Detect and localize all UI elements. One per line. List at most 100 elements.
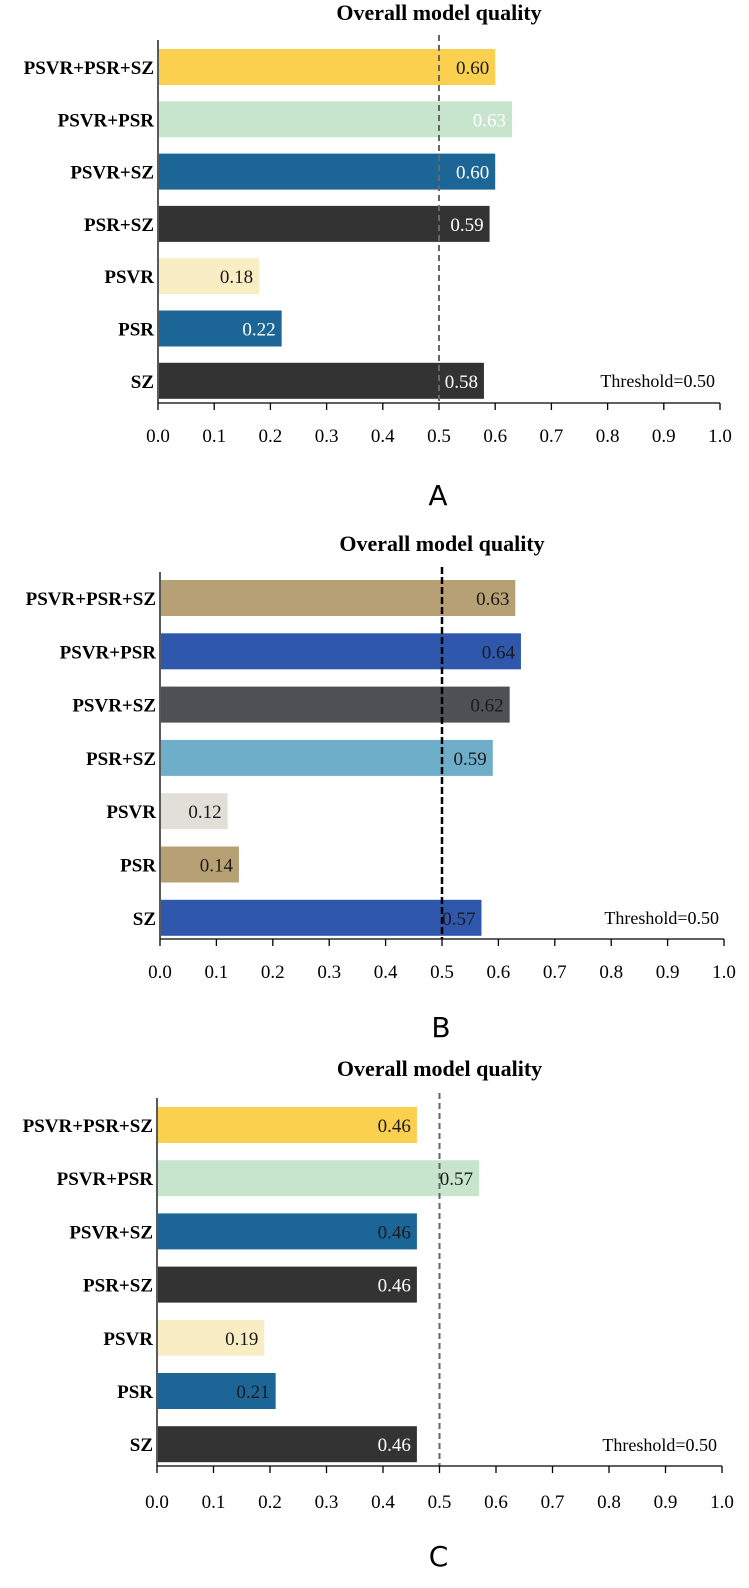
x-tick-label: 0.4 <box>371 426 395 447</box>
value-label: 0.14 <box>200 856 234 877</box>
value-label: 0.58 <box>445 372 478 393</box>
category-label: PSR <box>120 856 156 877</box>
x-tick-label: 0.3 <box>315 1492 339 1513</box>
value-label: 0.64 <box>482 642 516 663</box>
x-tick-label: 0.9 <box>654 1492 678 1513</box>
chart-panel-c: Overall model quality PSVR+PSR+SZ 0.46 PSVR… <box>23 1056 734 1573</box>
bar-psvr-psr-sz <box>159 49 496 85</box>
value-label: 0.57 <box>442 909 475 930</box>
x-tick-label: 0.7 <box>541 1492 565 1513</box>
bar-psvr-psr-sz <box>161 580 516 616</box>
x-tick-label: 0.9 <box>656 962 680 983</box>
x-tick-label: 0.0 <box>145 1492 169 1513</box>
bar-psr <box>158 1373 276 1409</box>
x-tick-label: 0.4 <box>374 962 398 983</box>
x-tick-label: 0.8 <box>599 962 623 983</box>
category-label: PSVR+PSR <box>58 110 155 131</box>
value-label: 0.57 <box>440 1169 473 1190</box>
bar-psr <box>161 846 239 883</box>
category-label: PSR <box>117 1382 153 1403</box>
threshold-label: Threshold=0.50 <box>600 371 715 391</box>
category-label: PSVR <box>103 1329 153 1350</box>
x-tick-label: 0.9 <box>652 426 676 447</box>
x-tick-label: 0.0 <box>148 962 172 983</box>
x-tick-label: 1.0 <box>712 962 736 983</box>
bar-sz <box>159 362 484 399</box>
chart-title: Overall model quality <box>336 0 541 25</box>
x-tick-label: 0.2 <box>258 1492 282 1513</box>
bar-psvr-sz <box>161 686 510 723</box>
bar-psvr-psr <box>161 633 521 670</box>
value-label: 0.59 <box>454 749 487 770</box>
panel-label: C <box>429 1540 449 1573</box>
value-label: 0.59 <box>450 215 483 236</box>
x-tick-label: 1.0 <box>710 1492 734 1513</box>
bar-sz <box>158 1426 417 1463</box>
value-label: 0.18 <box>220 267 253 288</box>
category-label: PSVR+PSR+SZ <box>23 1116 153 1137</box>
category-label: SZ <box>133 909 156 930</box>
value-label: 0.46 <box>378 1222 411 1243</box>
value-label: 0.22 <box>242 320 275 341</box>
value-label: 0.60 <box>456 58 489 79</box>
chart-title: Overall model quality <box>337 1056 542 1081</box>
threshold-label: Threshold=0.50 <box>604 908 719 928</box>
category-label: PSVR+SZ <box>72 696 156 717</box>
x-tick-label: 0.6 <box>487 962 511 983</box>
bar-psr <box>159 310 282 347</box>
category-label: PSR+SZ <box>84 215 154 236</box>
x-tick-label: 0.5 <box>428 1492 452 1513</box>
x-tick-label: 0.1 <box>202 426 226 447</box>
value-label: 0.62 <box>470 696 503 717</box>
x-tick-label: 0.0 <box>146 426 170 447</box>
value-label: 0.63 <box>476 589 509 610</box>
category-label: PSR+SZ <box>83 1276 153 1297</box>
bar-psr-sz <box>158 1266 417 1303</box>
category-label: PSVR <box>106 802 156 823</box>
x-tick-label: 0.2 <box>259 426 283 447</box>
chart-panel-b: Overall model quality PSVR+PSR+SZ 0.63 PSVR… <box>26 531 736 1044</box>
bar-psr-sz <box>161 739 493 776</box>
category-label: PSVR+PSR <box>60 642 157 663</box>
category-label: PSVR+SZ <box>70 163 154 184</box>
category-label: PSR <box>118 320 154 341</box>
bar-psvr-psr <box>159 101 513 138</box>
category-label: PSVR+PSR+SZ <box>26 589 156 610</box>
bar-sz <box>161 899 482 936</box>
x-tick-label: 0.7 <box>543 962 567 983</box>
bar-psvr-sz <box>158 1213 417 1250</box>
value-label: 0.19 <box>225 1329 258 1350</box>
bar-psvr <box>159 258 260 295</box>
x-tick-label: 0.5 <box>427 426 451 447</box>
value-label: 0.60 <box>456 163 489 184</box>
category-label: PSR+SZ <box>86 749 156 770</box>
chart-title: Overall model quality <box>339 531 544 556</box>
x-tick-label: 0.6 <box>483 426 507 447</box>
bar-psvr-sz <box>159 153 496 190</box>
x-tick-label: 0.1 <box>202 1492 226 1513</box>
category-label: PSVR+SZ <box>69 1222 153 1243</box>
bar-psvr-psr <box>158 1160 480 1197</box>
x-tick-label: 0.3 <box>315 426 339 447</box>
bar-psvr <box>158 1319 265 1356</box>
x-tick-label: 0.6 <box>484 1492 508 1513</box>
bar-psvr-psr-sz <box>158 1107 417 1143</box>
x-tick-label: 0.3 <box>317 962 341 983</box>
category-label: SZ <box>131 372 154 393</box>
value-label: 0.63 <box>473 110 506 131</box>
panel-label: A <box>428 479 447 512</box>
value-label: 0.12 <box>188 802 221 823</box>
x-tick-label: 0.4 <box>371 1492 395 1513</box>
category-label: PSVR+PSR <box>57 1169 154 1190</box>
x-tick-label: 0.2 <box>261 962 285 983</box>
x-tick-label: 0.8 <box>597 1492 621 1513</box>
chart-panel-a: Overall model quality PSVR+PSR+SZ 0.60 PSVR… <box>24 0 732 512</box>
bar-psr-sz <box>159 205 490 242</box>
value-label: 0.46 <box>378 1435 411 1456</box>
x-tick-label: 0.5 <box>430 962 454 983</box>
x-tick-label: 1.0 <box>708 426 732 447</box>
category-label: PSVR+PSR+SZ <box>24 58 154 79</box>
bar-psvr <box>161 793 228 830</box>
threshold-label: Threshold=0.50 <box>602 1435 717 1455</box>
